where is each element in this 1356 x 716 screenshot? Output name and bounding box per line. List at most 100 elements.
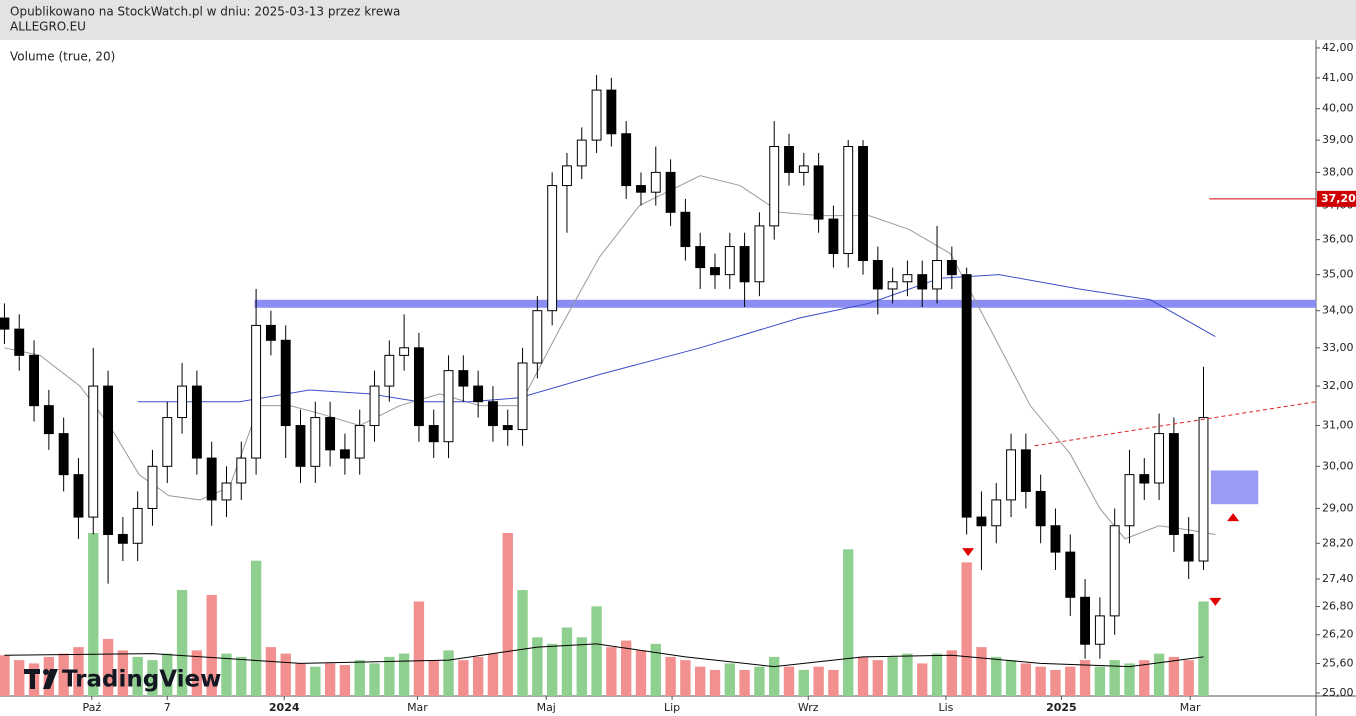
- volume-bar: [857, 656, 869, 696]
- y-tick-label: 42,00: [1322, 41, 1354, 54]
- volume-bar: [902, 653, 913, 696]
- volume-bar: [1109, 660, 1120, 696]
- candle-body: [858, 146, 868, 262]
- candle-body: [1050, 525, 1061, 553]
- candle-body: [1035, 490, 1046, 527]
- candle-body: [591, 89, 602, 141]
- candle-body: [887, 281, 898, 290]
- candle-body: [1124, 474, 1135, 527]
- logo: TradingView: [24, 667, 221, 693]
- candle-body: [1080, 596, 1091, 645]
- candle-body: [147, 465, 158, 509]
- candle-body: [43, 405, 54, 435]
- candle-body: [280, 339, 291, 427]
- volume-bar: [546, 643, 558, 696]
- candle-body: [473, 385, 484, 403]
- candle-body: [191, 385, 202, 459]
- signal-marker: [1227, 513, 1240, 522]
- candle-body: [1065, 551, 1076, 598]
- support-zone: [254, 299, 1316, 308]
- volume-bar: [472, 656, 484, 696]
- candle-body: [680, 211, 691, 248]
- candle-body: [754, 225, 765, 283]
- candle-body: [665, 171, 676, 213]
- volume-bar: [236, 656, 247, 696]
- candle-body: [902, 274, 913, 283]
- volume-bar: [221, 653, 232, 696]
- x-tick-label: 2024: [269, 701, 300, 714]
- y-tick-label: 30,00: [1322, 459, 1354, 472]
- candle-body: [784, 146, 794, 173]
- logo-mark: [43, 669, 49, 675]
- candle-body: [562, 165, 572, 187]
- candle-body: [369, 385, 380, 427]
- y-tick-label: 26,20: [1322, 628, 1354, 641]
- volume-bar: [872, 660, 884, 696]
- y-tick-label: 34,00: [1322, 304, 1354, 317]
- volume-bar: [132, 656, 143, 696]
- candle-body: [650, 171, 661, 193]
- candle-body: [0, 317, 10, 330]
- volume-bar: [576, 637, 587, 696]
- volume-bar: [650, 643, 661, 696]
- volume-bar: [88, 533, 99, 696]
- candle-body: [991, 499, 1002, 527]
- volume-bar: [369, 663, 380, 696]
- candle-body: [576, 139, 587, 167]
- volume-bar: [1153, 653, 1165, 696]
- candle-body: [1183, 533, 1194, 562]
- volume-bar: [591, 606, 602, 696]
- x-tick-label: Paź: [82, 701, 101, 714]
- candle-body: [488, 401, 498, 427]
- candle-body: [29, 354, 39, 407]
- y-tick-label: 25,60: [1322, 657, 1354, 670]
- y-tick-label: 31,00: [1322, 419, 1354, 432]
- volume-bar: [1183, 660, 1194, 696]
- candle-body: [1154, 433, 1165, 484]
- candle-body: [843, 146, 854, 255]
- volume-bar: [1035, 666, 1046, 696]
- y-tick-label: 40,00: [1322, 102, 1354, 115]
- volume-bar: [117, 650, 129, 696]
- volume-bar: [561, 627, 573, 696]
- candle-body: [961, 274, 972, 518]
- candle-body: [1006, 449, 1016, 501]
- candle-body: [828, 218, 839, 255]
- candle-body: [813, 165, 824, 220]
- candle-body: [532, 310, 543, 364]
- candle-body: [621, 133, 632, 187]
- candle-body: [769, 146, 780, 227]
- volume-bar: [354, 660, 365, 696]
- volume-bar: [191, 650, 203, 696]
- candle-body: [443, 370, 454, 443]
- volume-bar: [295, 663, 306, 696]
- candle-body: [399, 347, 410, 356]
- signal-marker: [962, 548, 975, 557]
- indicator-label: Volume (true, 20): [10, 50, 115, 64]
- volume-bar: [724, 663, 735, 696]
- candle-body: [917, 274, 928, 290]
- volume-bar: [754, 666, 765, 696]
- candle-body: [310, 417, 321, 467]
- moving-average: [137, 274, 1216, 403]
- volume-bar: [58, 653, 69, 696]
- candle-body: [1094, 615, 1105, 645]
- candle-body: [710, 267, 720, 276]
- volume-bar: [176, 590, 188, 696]
- volume-bar: [0, 655, 10, 696]
- candle-body: [1198, 417, 1209, 562]
- y-tick-label: 29,00: [1322, 501, 1354, 514]
- volume-bar: [147, 660, 158, 696]
- volume-bar: [635, 650, 647, 696]
- volume-bar: [443, 650, 454, 696]
- volume-bar: [931, 653, 943, 696]
- candle-body: [206, 457, 217, 501]
- candle-body: [58, 433, 69, 476]
- y-tick-label: 27,40: [1322, 572, 1354, 585]
- volume-bar: [1168, 656, 1180, 696]
- candle-body: [1139, 474, 1150, 484]
- x-tick-label: 7: [164, 701, 171, 714]
- y-tick-label: 32,00: [1322, 379, 1354, 392]
- y-tick-label: 33,00: [1322, 341, 1354, 354]
